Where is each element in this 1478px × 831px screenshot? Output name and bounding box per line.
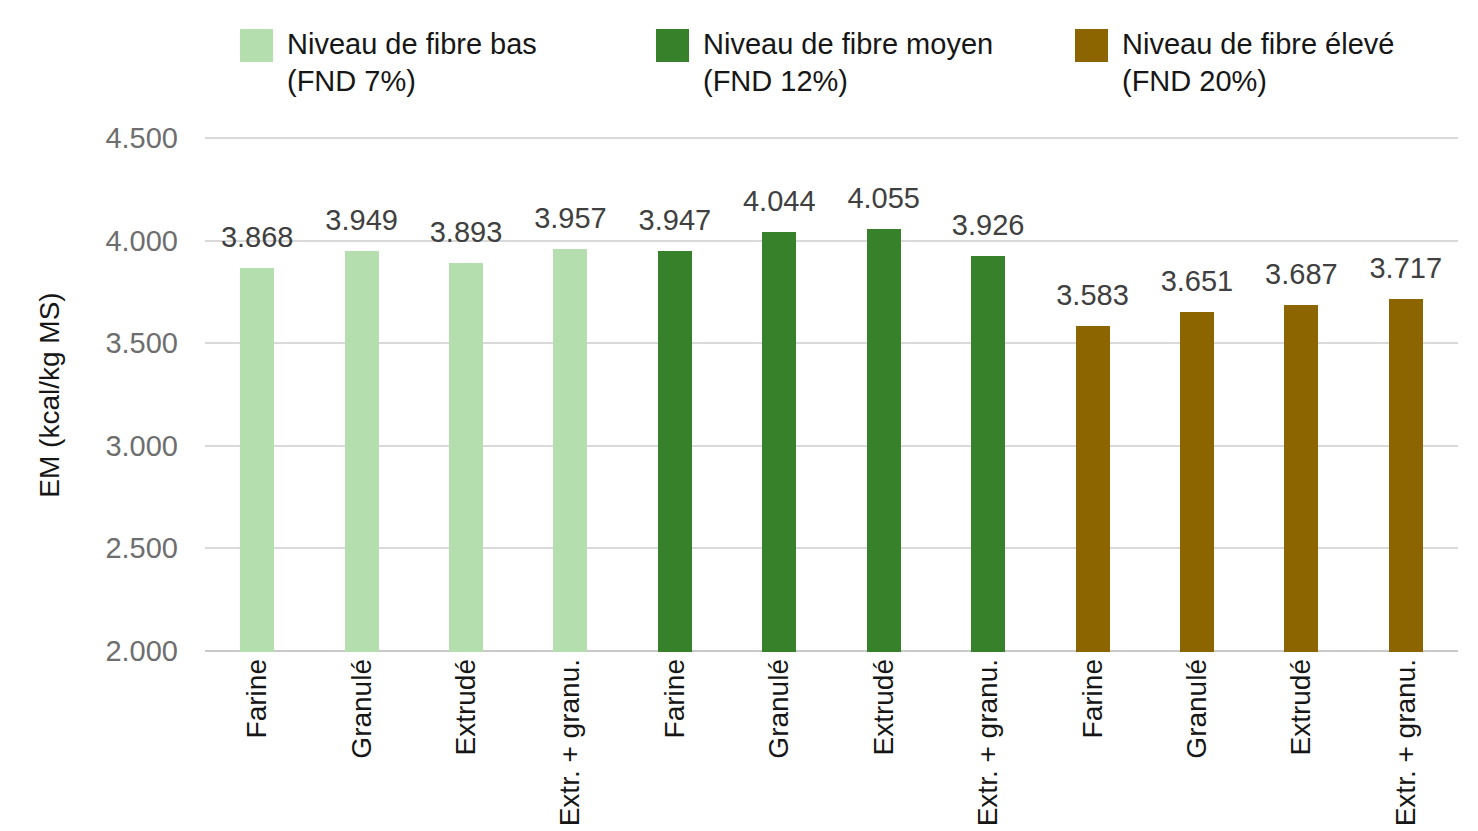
bar-value-label: 3.717 — [1341, 251, 1471, 285]
legend-item-fibre-moyen: Niveau de fibre moyen (FND 12%) — [656, 26, 993, 100]
bar — [1180, 312, 1214, 652]
x-tick-label: Granulé — [762, 659, 796, 831]
x-tick-label: Extr. + granu. — [1389, 659, 1423, 831]
legend-label-line1: Niveau de fibre bas — [287, 26, 537, 63]
legend-item-fibre-bas: Niveau de fibre bas (FND 7%) — [240, 26, 537, 100]
y-tick-label: 2.500 — [38, 530, 178, 566]
gridline — [205, 240, 1458, 242]
bar — [1389, 299, 1423, 652]
bar — [971, 256, 1005, 652]
legend-label-line1: Niveau de fibre moyen — [703, 26, 993, 63]
gridline — [205, 137, 1458, 139]
bar-value-label: 3.926 — [923, 208, 1053, 242]
legend-label-fibre-moyen: Niveau de fibre moyen (FND 12%) — [703, 26, 993, 100]
x-tick-label: Extrudé — [449, 659, 483, 831]
x-tick-label: Granulé — [345, 659, 379, 831]
x-tick-label: Farine — [240, 659, 274, 831]
gridline — [205, 445, 1458, 447]
x-tick-label: Extrudé — [867, 659, 901, 831]
bar — [867, 229, 901, 652]
gridline — [205, 342, 1458, 344]
y-tick-label: 4.500 — [38, 120, 178, 156]
y-tick-label: 3.500 — [38, 325, 178, 361]
x-tick-label: Granulé — [1180, 659, 1214, 831]
gridline — [205, 547, 1458, 549]
y-axis-title: EM (kcal/kg MS) — [33, 235, 67, 555]
bar — [449, 263, 483, 652]
bar — [1284, 305, 1318, 652]
x-tick-label: Extr. + granu. — [971, 659, 1005, 831]
x-tick-label: Farine — [1076, 659, 1110, 831]
legend-label-line2: (FND 12%) — [703, 63, 993, 100]
legend-label-fibre-eleve: Niveau de fibre élevé (FND 20%) — [1122, 26, 1394, 100]
y-tick-label: 2.000 — [38, 633, 178, 669]
legend-label-line1: Niveau de fibre élevé — [1122, 26, 1394, 63]
y-tick-label: 3.000 — [38, 428, 178, 464]
bar — [658, 251, 692, 652]
legend-swatch-fibre-eleve — [1075, 29, 1108, 62]
bar — [345, 251, 379, 652]
legend-item-fibre-eleve: Niveau de fibre élevé (FND 20%) — [1075, 26, 1394, 100]
bar — [553, 249, 587, 652]
x-tick-label: Farine — [658, 659, 692, 831]
x-tick-label: Extrudé — [1284, 659, 1318, 831]
bar — [1076, 326, 1110, 652]
legend-swatch-fibre-bas — [240, 29, 273, 62]
legend-label-line2: (FND 7%) — [287, 63, 537, 100]
bar — [240, 268, 274, 652]
x-axis-line — [205, 650, 1458, 652]
legend-swatch-fibre-moyen — [656, 29, 689, 62]
y-tick-label: 4.000 — [38, 223, 178, 259]
legend-label-line2: (FND 20%) — [1122, 63, 1394, 100]
bar — [762, 232, 796, 652]
bar-chart: Niveau de fibre bas (FND 7%) Niveau de f… — [0, 0, 1478, 831]
x-tick-label: Extr. + granu. — [553, 659, 587, 831]
legend-label-fibre-bas: Niveau de fibre bas (FND 7%) — [287, 26, 537, 100]
